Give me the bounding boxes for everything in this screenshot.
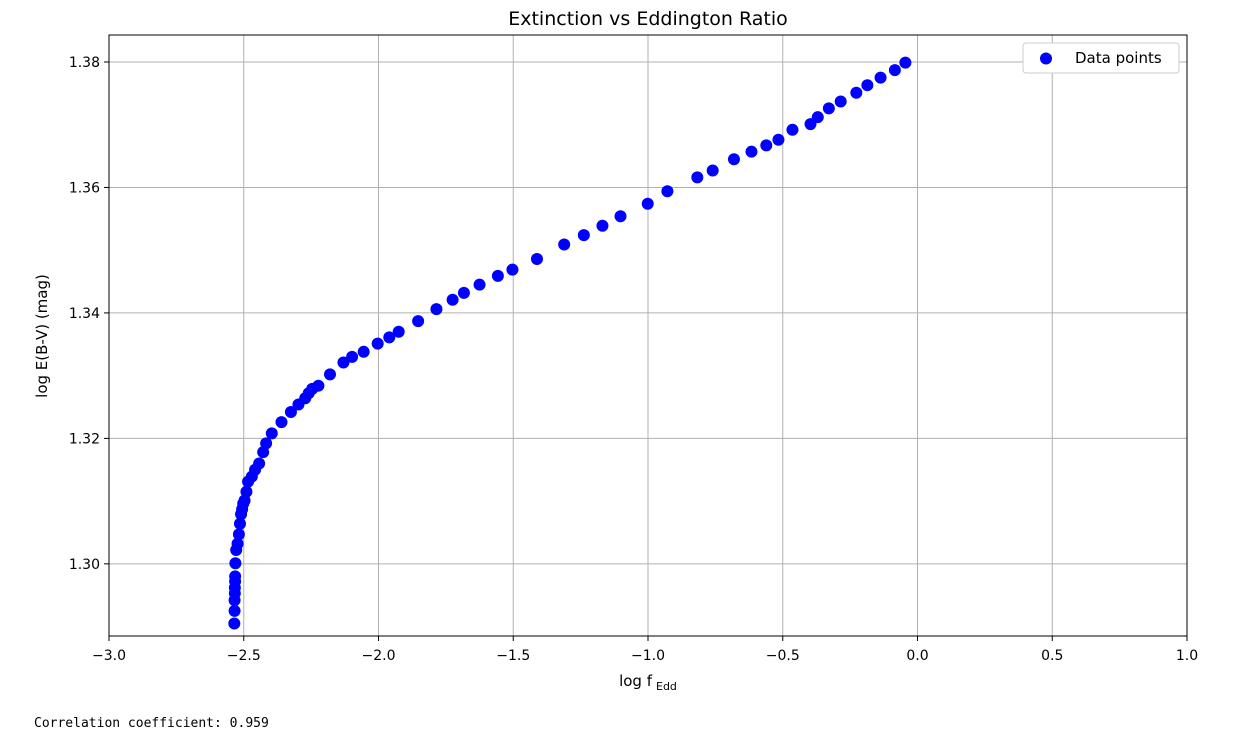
- y-tick-label: 1.32: [69, 431, 100, 447]
- data-point: [491, 269, 504, 282]
- correlation-output: Correlation coefficient: 0.959: [34, 716, 269, 731]
- data-point: [265, 427, 278, 440]
- data-point: [706, 164, 719, 177]
- data-point: [229, 557, 242, 570]
- data-point: [691, 171, 704, 184]
- data-point: [371, 337, 384, 350]
- x-tick-label: −1.0: [631, 648, 665, 664]
- data-point: [760, 139, 773, 152]
- data-point: [822, 102, 835, 115]
- legend: Data points: [1022, 42, 1180, 74]
- grid-lines: [108, 35, 1188, 636]
- data-point: [337, 356, 350, 369]
- data-point: [231, 537, 244, 550]
- data-points: [228, 56, 912, 630]
- data-point: [850, 86, 863, 99]
- data-point: [312, 379, 325, 392]
- data-point: [506, 263, 519, 276]
- data-point: [229, 570, 242, 583]
- data-point: [232, 528, 245, 541]
- x-tick-label: −0.5: [766, 648, 800, 664]
- data-point: [228, 604, 241, 617]
- data-point: [861, 79, 874, 92]
- chart-title: Extinction vs Eddington Ratio: [508, 8, 788, 30]
- y-tick-label: 1.30: [69, 557, 100, 573]
- data-point: [745, 145, 758, 158]
- x-axis-ticks: −3.0 −2.5 −2.0 −1.5 −1.0 −0.5 0.0 0.5 1.0: [92, 636, 1198, 664]
- data-point: [834, 95, 847, 108]
- legend-box: [1022, 42, 1180, 74]
- legend-label: Data points: [1075, 49, 1162, 67]
- data-point: [260, 437, 273, 450]
- data-point: [874, 71, 887, 84]
- data-point: [457, 286, 470, 299]
- data-point: [383, 331, 396, 344]
- data-point: [577, 229, 590, 242]
- data-point: [240, 485, 253, 498]
- x-tick-label: −2.5: [227, 648, 261, 664]
- x-tick-label: 0.0: [906, 648, 928, 664]
- data-point: [596, 219, 609, 232]
- data-point: [392, 325, 405, 338]
- data-point: [641, 197, 654, 210]
- y-tick-label: 1.36: [69, 180, 100, 196]
- x-tick-label: −2.0: [362, 648, 396, 664]
- data-point: [346, 350, 359, 363]
- y-axis-ticks: 1.30 1.32 1.34 1.36 1.38: [69, 55, 109, 573]
- data-point: [284, 406, 297, 419]
- data-point: [253, 457, 266, 470]
- data-point: [357, 345, 370, 358]
- x-tick-label: −1.5: [496, 648, 530, 664]
- data-point: [430, 303, 443, 316]
- data-point: [530, 252, 543, 265]
- data-point: [233, 517, 246, 530]
- x-axis-label-subscript: Edd: [656, 680, 677, 693]
- data-point: [661, 185, 674, 198]
- data-point: [811, 111, 824, 124]
- data-point: [772, 133, 785, 146]
- x-axis-label: log f Edd: [619, 672, 677, 693]
- data-point: [323, 368, 336, 381]
- scatter-chart: −3.0 −2.5 −2.0 −1.5 −1.0 −0.5 0.0 0.5 1.0 1.301.…: [33, 8, 1198, 693]
- x-axis-label-main: log f: [619, 672, 653, 690]
- data-point: [888, 64, 901, 77]
- data-point: [727, 153, 740, 166]
- data-point: [228, 617, 241, 630]
- y-axis-label: log E(B-V) (mag): [33, 274, 51, 398]
- data-point: [899, 56, 912, 69]
- data-point: [473, 278, 486, 291]
- x-tick-label: −3.0: [92, 648, 126, 664]
- legend-marker: [1040, 52, 1052, 65]
- x-tick-label: 0.5: [1041, 648, 1063, 664]
- data-point: [275, 416, 288, 429]
- data-point: [558, 238, 571, 251]
- data-point: [786, 123, 799, 136]
- data-point: [446, 293, 459, 306]
- data-point: [614, 210, 627, 223]
- y-tick-label: 1.38: [69, 55, 100, 71]
- data-point: [412, 315, 425, 328]
- x-tick-label: 1.0: [1176, 648, 1198, 664]
- y-tick-label: 1.34: [69, 306, 100, 322]
